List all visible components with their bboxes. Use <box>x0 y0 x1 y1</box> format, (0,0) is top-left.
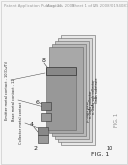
Text: US 2008/0194081 A1: US 2008/0194081 A1 <box>93 4 128 8</box>
Text: Base metal contact - 12: Base metal contact - 12 <box>12 79 16 121</box>
Text: 4: 4 <box>30 122 34 128</box>
Text: Emitter metal contact - 10(Cu/Ti): Emitter metal contact - 10(Cu/Ti) <box>5 60 9 120</box>
Bar <box>49 47 83 133</box>
Text: 6: 6 <box>36 99 40 104</box>
Bar <box>58 38 92 142</box>
Text: FIG. 1: FIG. 1 <box>114 113 119 127</box>
Text: 8: 8 <box>42 57 46 63</box>
Text: Aug. 21, 2008: Aug. 21, 2008 <box>47 4 75 8</box>
Bar <box>61 35 95 145</box>
Text: 2: 2 <box>33 147 37 151</box>
Bar <box>52 44 86 136</box>
Text: n+-GaAs cap: n+-GaAs cap <box>73 104 77 126</box>
Bar <box>38 135 48 143</box>
Text: GaAs substrate: GaAs substrate <box>95 77 99 103</box>
Bar <box>46 67 76 75</box>
Text: p-GaAs base: p-GaAs base <box>86 100 90 122</box>
Text: FIG. 1: FIG. 1 <box>91 152 109 158</box>
Text: Patent Application Publication: Patent Application Publication <box>4 4 63 8</box>
Text: n-InGaP emitter: n-InGaP emitter <box>83 105 87 131</box>
Bar <box>46 68 76 130</box>
Bar <box>38 127 48 135</box>
Bar <box>41 102 51 110</box>
Bar <box>41 113 51 121</box>
Text: n-GaAs collector: n-GaAs collector <box>89 90 93 118</box>
Text: Collector metal contact: Collector metal contact <box>19 102 23 144</box>
Text: 10: 10 <box>107 147 113 151</box>
Text: n-GaAs sub-collector: n-GaAs sub-collector <box>92 80 96 114</box>
Bar <box>55 41 89 139</box>
Text: Sheet 1 of 2: Sheet 1 of 2 <box>72 4 96 8</box>
